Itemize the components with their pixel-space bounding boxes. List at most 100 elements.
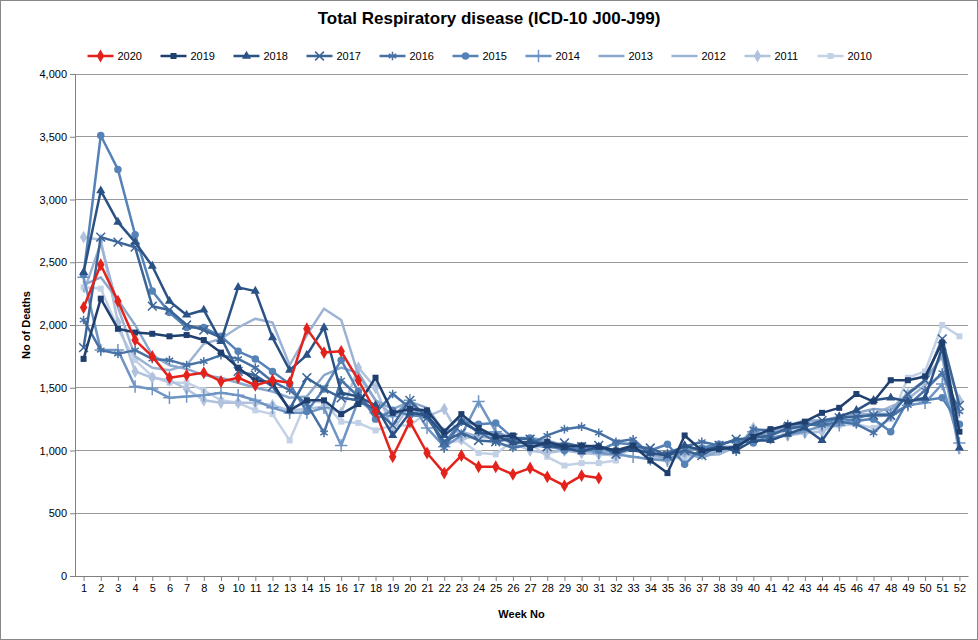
marker <box>458 411 464 417</box>
marker <box>835 411 844 419</box>
y-tick: 1,500 <box>39 382 75 394</box>
x-tick-label: 15 <box>318 582 330 594</box>
x-tick-label: 19 <box>387 582 399 594</box>
x-tick: 49 <box>902 576 914 594</box>
x-tick-mark <box>839 576 840 581</box>
x-tick-mark <box>753 576 754 581</box>
marker <box>956 333 962 339</box>
marker <box>114 350 121 359</box>
series-line <box>84 191 960 456</box>
y-tick-mark <box>70 325 75 326</box>
marker <box>163 392 175 404</box>
x-tick: 38 <box>713 576 725 594</box>
legend-entry: 2019 <box>161 50 215 62</box>
x-tick-mark <box>221 576 222 581</box>
marker <box>302 350 311 358</box>
marker <box>544 439 550 445</box>
marker <box>97 346 104 355</box>
legend-entry: 2017 <box>307 50 361 62</box>
x-tick-label: 26 <box>507 582 519 594</box>
legend-label: 2017 <box>337 50 361 62</box>
marker <box>183 361 190 370</box>
marker <box>532 50 544 62</box>
x-tick-mark <box>530 576 531 581</box>
x-tick-mark <box>204 576 205 581</box>
y-tick-mark <box>70 576 75 577</box>
x-tick: 46 <box>851 576 863 594</box>
marker <box>596 460 602 466</box>
marker <box>939 340 945 346</box>
marker <box>561 463 567 469</box>
legend-entry: 2010 <box>818 50 872 62</box>
marker <box>476 425 482 431</box>
marker <box>733 444 739 450</box>
x-tick-mark <box>376 576 377 581</box>
marker <box>114 295 121 308</box>
marker <box>390 410 396 416</box>
marker <box>613 448 619 454</box>
marker <box>249 394 261 406</box>
x-tick-mark <box>719 576 720 581</box>
marker <box>440 467 447 480</box>
x-tick-mark <box>925 576 926 581</box>
marker <box>114 238 123 247</box>
legend-entry: 2011 <box>745 50 799 63</box>
y-tick-label: 4,000 <box>39 68 67 80</box>
x-tick-label: 21 <box>421 582 433 594</box>
marker <box>869 411 878 420</box>
x-tick: 40 <box>748 576 760 594</box>
marker <box>166 356 173 365</box>
x-axis-title: Week No <box>498 608 545 620</box>
legend-entry: 2020 <box>88 50 142 63</box>
x-tick: 27 <box>524 576 536 594</box>
marker <box>268 332 277 340</box>
marker <box>335 439 347 451</box>
marker <box>819 410 825 416</box>
marker <box>234 355 241 364</box>
x-tick-label: 34 <box>645 582 657 594</box>
x-tick-mark <box>496 576 497 581</box>
plot-area <box>77 132 965 492</box>
marker <box>870 429 877 438</box>
x-tick: 13 <box>284 576 296 594</box>
x-tick: 12 <box>267 576 279 594</box>
x-tick: 33 <box>628 576 640 594</box>
x-tick-mark <box>169 576 170 581</box>
marker <box>871 399 877 405</box>
marker <box>783 429 792 437</box>
marker <box>818 416 827 425</box>
series <box>79 185 964 458</box>
marker <box>493 451 499 457</box>
marker <box>627 451 639 463</box>
x-tick-mark <box>702 576 703 581</box>
marker <box>96 233 105 242</box>
marker <box>131 365 138 378</box>
marker <box>389 52 396 61</box>
x-tick-mark <box>238 576 239 581</box>
marker <box>131 334 138 347</box>
series <box>84 243 960 459</box>
x-tick-label: 5 <box>150 582 156 594</box>
legend-label: 2016 <box>410 50 434 62</box>
marker <box>785 422 791 428</box>
legend-swatch <box>599 55 625 58</box>
marker <box>462 52 469 59</box>
x-tick: 45 <box>834 576 846 594</box>
marker <box>887 428 894 435</box>
x-tick: 32 <box>610 576 622 594</box>
y-tick-mark <box>70 74 75 75</box>
marker <box>886 411 895 420</box>
y-tick-mark <box>70 262 75 263</box>
legend-entry: 2013 <box>599 50 653 62</box>
marker <box>472 395 484 407</box>
marker <box>492 460 499 473</box>
x-tick-mark <box>461 576 462 581</box>
marker <box>526 435 535 444</box>
y-tick-mark <box>70 451 75 452</box>
x-tick: 16 <box>336 576 348 594</box>
x-tick-mark <box>667 576 668 581</box>
x-tick: 7 <box>184 576 190 594</box>
x-tick: 15 <box>318 576 330 594</box>
y-tick-label: 3,500 <box>39 131 67 143</box>
grid-line <box>75 387 968 388</box>
